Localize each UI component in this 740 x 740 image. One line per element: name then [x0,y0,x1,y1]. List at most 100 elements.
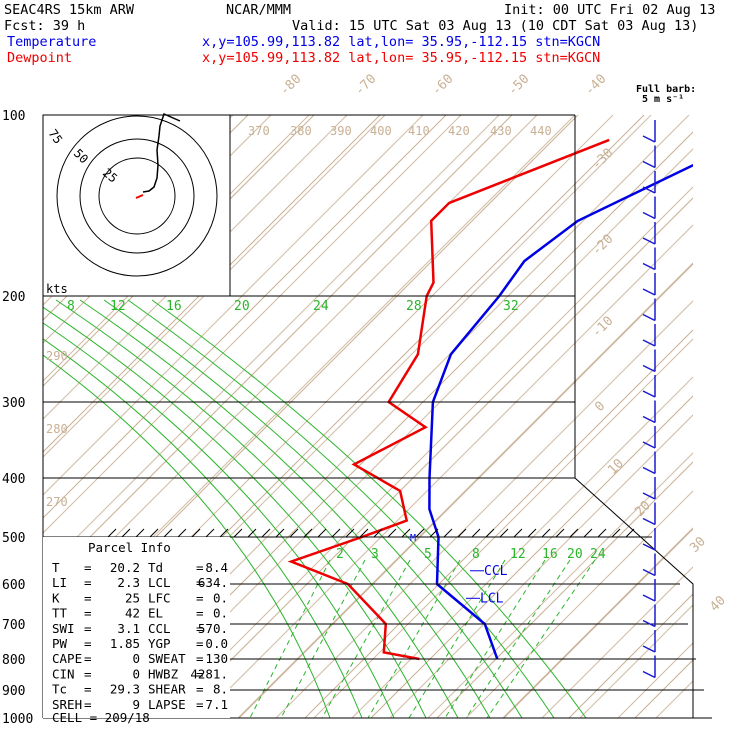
freezing-hatch [625,528,635,538]
mixing-ratio-lower-label: 5 [424,547,432,562]
freezing-hatch [457,528,467,538]
parcel-eq: = [84,621,92,636]
parcel-value: 570. [198,621,228,636]
barb-title: Full barb: [636,84,696,95]
hodo-unit: kts [46,282,68,296]
parcel-info-title: Parcel Info [88,540,171,555]
moist-adiabat [43,338,363,718]
init-time: Init: 00 UTC Fri 02 Aug 13 [504,2,715,18]
wind-barb-flag [642,237,656,245]
hodograph: 75 50 25 kts [42,112,231,297]
wind-barb-flag [642,186,656,194]
ccl-label: CCL [484,564,508,579]
pressure-label: 1000 [2,712,33,727]
parcel-value: 0. [213,606,228,621]
parcel-label: TT [52,606,68,621]
dewpoint-legend: Dewpoint [7,50,72,66]
freezing-hatch [261,528,271,538]
isotherm-label: -80 [277,72,304,99]
moist-adiabat [43,354,331,718]
adiabat-line [43,115,44,116]
m-label: M [410,533,416,544]
mixing-ratio-upper-label: 16 [166,299,182,314]
parcel-label: HWBZ [148,666,179,681]
freezing-hatch [569,528,579,538]
valid-time: Valid: 15 UTC Sat 03 Aug 13 (10 CDT Sat … [292,18,698,34]
wind-barb-flag [642,135,656,143]
org-title: NCAR/MMM [226,2,291,18]
adiabat-line [677,115,740,735]
theta-label: 430 [490,124,512,138]
isotherm-label: -70 [352,72,379,99]
wind-barb-flag [642,670,656,679]
adiabat-line [237,262,693,718]
freezing-hatch [429,528,439,538]
parcel-value: 25 [125,590,140,605]
mixing-ratio-lower-label: 20 [567,547,583,562]
pressure-label: 100 [2,109,25,124]
mixing-ratio-upper-label: 24 [313,299,329,314]
parcel-label: Td [148,560,163,575]
parcel-eq: = [196,636,204,651]
wind-barb-flag [642,313,656,322]
isotherm-line [304,329,693,718]
isotherm-line [502,527,693,718]
mixing-ratio-upper-label: 32 [503,299,519,314]
wind-barb-flag [642,543,656,551]
freezing-hatch [359,528,369,538]
freezing-hatch [107,528,117,538]
freezing-hatch [345,528,355,538]
moist-adiabat [43,322,395,718]
adiabat-line [617,642,693,718]
parcel-eq: = [84,575,92,590]
model-title: SEAC4RS 15km ARW [4,2,135,18]
pressure-label: 900 [2,684,25,699]
freezing-hatch [219,528,229,538]
parcel-eq: = [196,666,204,681]
isotherm-label: -20 [589,232,616,259]
freezing-hatch [233,528,243,538]
parcel-label: LI [52,575,67,590]
parcel-label: LFC [148,590,171,605]
parcel-value: 29.3 [110,682,140,697]
adiabat-line [503,528,693,718]
parcel-label: CAPE [52,651,82,666]
freezing-hatch [149,528,159,538]
wind-barb-flag [642,492,656,500]
adiabat-line [313,338,693,718]
freezing-hatch [597,528,607,538]
theta-label: 390 [330,124,352,138]
parcel-value: 42 [125,606,140,621]
adiabat-line [43,115,424,496]
freezing-hatch [583,528,593,538]
freezing-hatch [541,528,551,538]
adiabat-line [465,490,693,718]
parcel-label: CIN [52,666,75,681]
freezing-hatch [247,528,257,538]
mixing-ratio-upper-label: 20 [234,299,250,314]
parcel-eq: = [84,636,92,651]
freezing-hatch [163,528,173,538]
sounding-lines [287,138,693,661]
mixing-ratio-line [321,559,411,718]
mixing-ratio-line [249,559,331,718]
adiabat-line [199,224,693,718]
freezing-hatch [401,528,411,538]
freezing-hatch [527,528,537,538]
adiabat-line [161,186,693,718]
isotherm-line [172,197,693,718]
mixing-ratio-lower-label: 3 [371,547,379,562]
wind-barb-flag [642,364,656,373]
parcel-eq: = [196,575,204,590]
wind-barb-flag [642,160,656,169]
mixing-ratio-line [465,559,571,718]
isotherm-label: -60 [429,72,456,99]
parcel-eq: = [84,682,92,697]
theta-label: 420 [448,124,470,138]
isotherm-label: 10 [605,456,627,478]
isotherm-line [568,593,693,718]
isotherm-label: 30 [687,534,709,556]
right-axis-lower [574,477,694,718]
theta-label: 370 [248,124,270,138]
